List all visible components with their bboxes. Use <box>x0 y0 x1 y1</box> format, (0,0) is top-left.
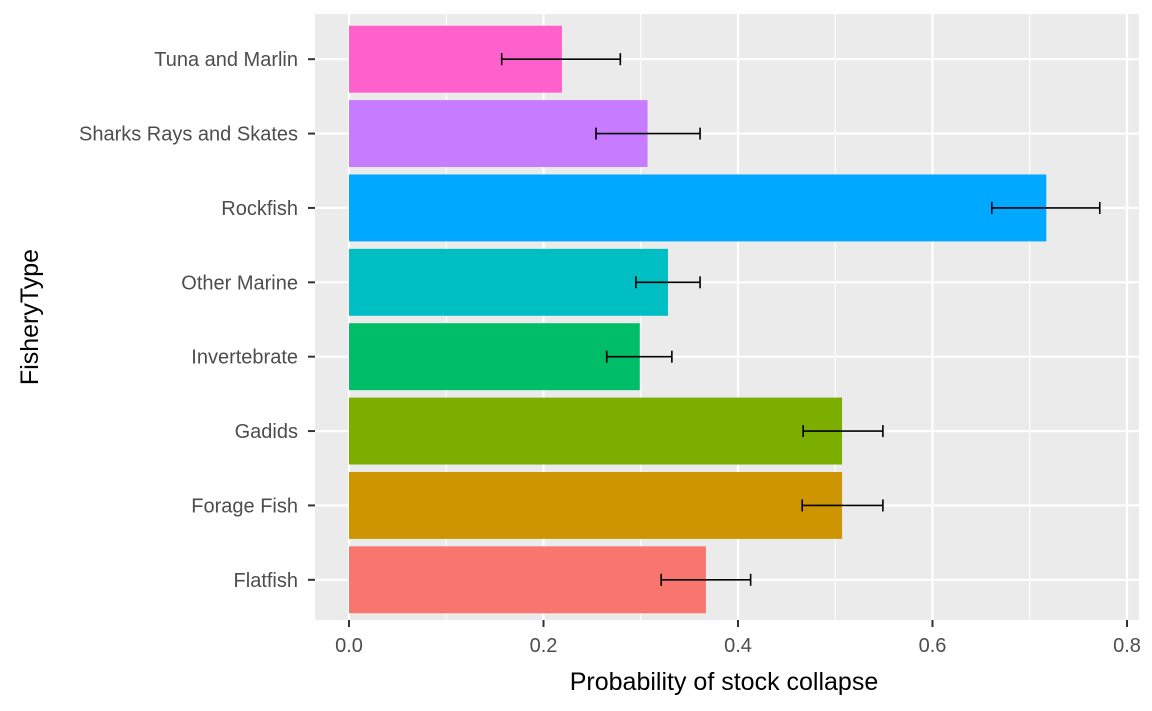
x-axis-title: Probability of stock collapse <box>570 668 878 696</box>
x-tick-label: 0.6 <box>919 635 947 657</box>
x-tick-label: 0.4 <box>724 635 752 657</box>
bar <box>349 546 706 614</box>
y-axis: Flatfish Forage Fish Gadids Invertebrate Oth… <box>79 49 315 592</box>
x-tick-label: 0.0 <box>335 635 363 657</box>
bar <box>349 174 1047 242</box>
y-tick-label: Invertebrate <box>191 347 298 369</box>
x-tick-label: 0.8 <box>1113 635 1141 657</box>
y-tick-label: Sharks Rays and Skates <box>79 124 298 146</box>
bar <box>349 248 668 316</box>
x-tick-label: 0.2 <box>530 635 558 657</box>
y-tick-label: Gadids <box>235 421 298 443</box>
bars <box>349 25 1047 614</box>
error-bars <box>500 53 1101 586</box>
bar <box>349 397 843 465</box>
y-tick-label: Flatfish <box>234 570 298 592</box>
y-tick-label: Other Marine <box>181 272 298 294</box>
y-tick-label: Rockfish <box>221 198 298 220</box>
y-tick-label: Tuna and Marlin <box>154 49 298 71</box>
x-axis: 0.0 0.2 0.4 0.6 0.8 <box>335 620 1141 657</box>
y-axis-title: FisheryType <box>16 249 44 385</box>
y-tick-label: Forage Fish <box>191 495 298 517</box>
bar <box>349 323 640 391</box>
bar <box>349 471 843 539</box>
